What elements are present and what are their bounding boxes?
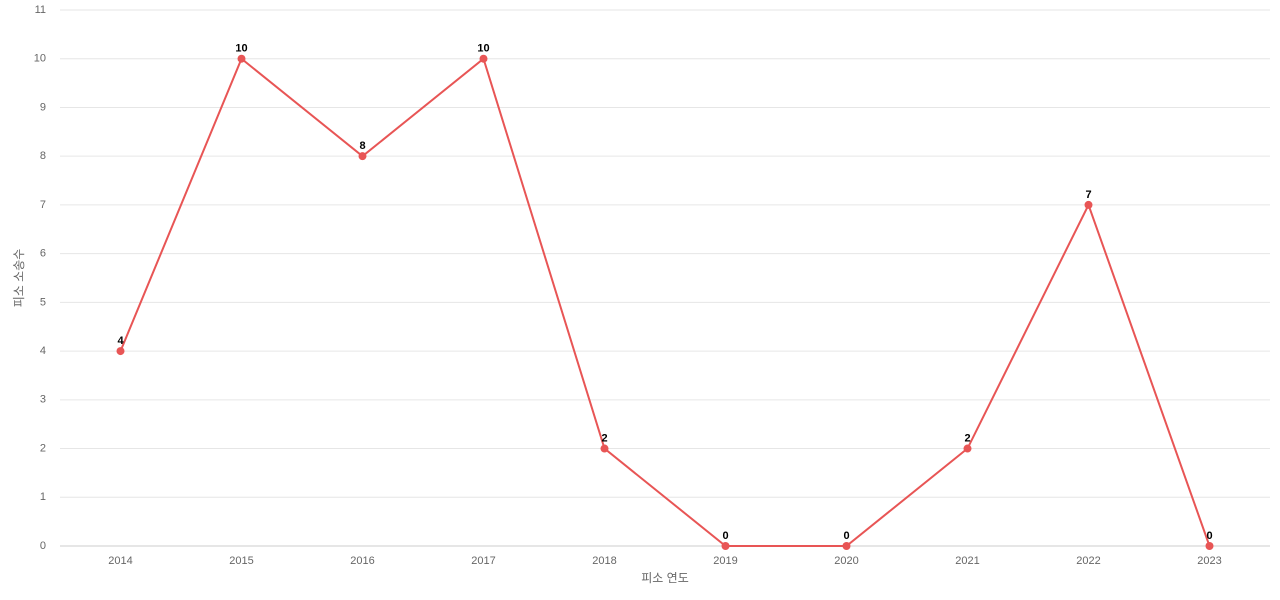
y-tick-label: 7 (40, 199, 46, 211)
x-tick-label: 2015 (229, 555, 253, 567)
point (842, 542, 851, 550)
value-label: 10 (477, 43, 489, 55)
value-label: 0 (843, 530, 849, 542)
point (237, 54, 246, 63)
y-tick-label: 5 (40, 296, 46, 308)
value-label: 2 (601, 432, 607, 444)
y-tick-label: 0 (40, 540, 46, 552)
value-label: 2 (964, 432, 970, 444)
value-label: 0 (1206, 530, 1212, 542)
point (721, 542, 730, 550)
x-tick-label: 2014 (108, 555, 132, 567)
point (1205, 542, 1214, 550)
value-label: 8 (359, 140, 365, 152)
x-tick-label: 2022 (1076, 555, 1100, 567)
point (963, 444, 972, 453)
x-tick-label: 2023 (1197, 555, 1221, 567)
point (358, 152, 367, 161)
point (1084, 200, 1093, 209)
x-tick-label: 2021 (955, 555, 979, 567)
x-tick-label: 2016 (350, 555, 374, 567)
x-axis-title: 피소 연도 (641, 571, 689, 585)
y-tick-label: 1 (40, 491, 46, 503)
line (119, 57, 1211, 547)
y-tick-label: 3 (40, 394, 46, 406)
point (600, 444, 609, 453)
value-label: 7 (1085, 189, 1091, 201)
x-tick-label: 2019 (713, 555, 737, 567)
value-label: 0 (722, 530, 728, 542)
x-tick-label: 2017 (471, 555, 495, 567)
y-tick-label: 10 (34, 53, 46, 65)
x-tick-label: 2018 (592, 555, 616, 567)
y-tick-label: 9 (40, 101, 46, 113)
y-tick-label: 8 (40, 150, 46, 162)
y-tick-label: 2 (40, 442, 46, 454)
value-label: 4 (117, 335, 124, 347)
value-label: 10 (235, 43, 247, 55)
point (116, 347, 125, 356)
x-tick-label: 2020 (834, 555, 858, 567)
point (479, 54, 488, 63)
y-tick-label: 6 (40, 248, 46, 260)
y-tick-label: 4 (40, 345, 46, 357)
y-tick-label: 11 (35, 4, 46, 16)
y-axis-title: 피소 소송수 (12, 249, 26, 308)
